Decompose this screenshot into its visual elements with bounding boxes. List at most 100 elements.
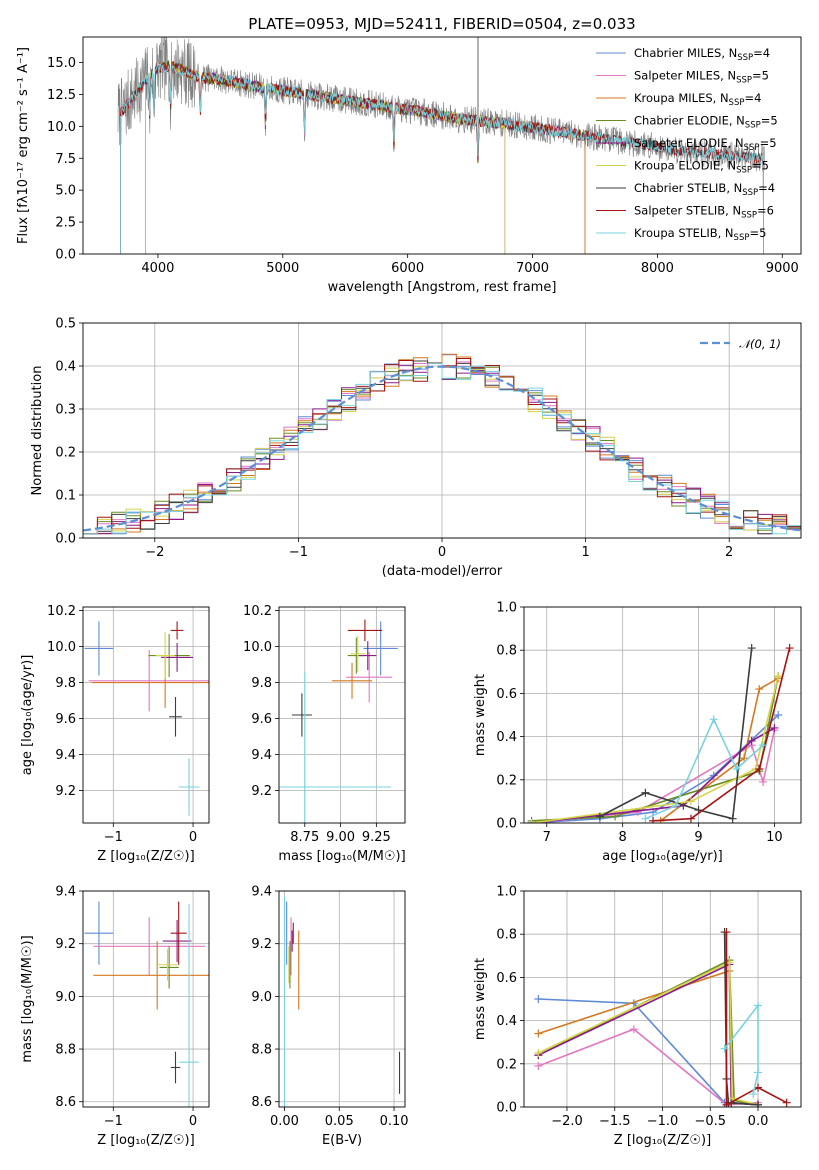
weight-point-marker (732, 765, 741, 773)
mass_vs_Z-panel: −1 0 8.6 8.8 9.0 9.2 9.4 Z [log₁₀(Z/Z☉)] mass [l… (20, 885, 210, 1148)
weight-point-marker (754, 1100, 763, 1107)
legend-subscript: SSP (734, 233, 750, 243)
y-tick-label: 15.0 (47, 56, 76, 71)
x-axis-label: Z [log₁₀(Z/Z☉)] (97, 1133, 194, 1148)
legend-entry: Chabrier ELODIE, NSSP=5 (634, 114, 778, 131)
weight-point-marker (754, 1001, 763, 1010)
x-tick-label: −0.5 (694, 1114, 726, 1129)
x-tick-label: 4000 (141, 261, 174, 276)
errorbar-point (359, 641, 377, 670)
weight-series-line (652, 647, 791, 822)
observed-spectrum (117, 37, 765, 172)
normal-curve (83, 365, 801, 532)
errorbar-point (157, 948, 178, 981)
x-axis-label: Z [log₁₀(Z/Z☉)] (97, 849, 194, 864)
legend-label: Kroupa MILES, N (634, 91, 729, 105)
y-tick-label: 9.0 (55, 990, 76, 1005)
legend-value: =5 (749, 226, 766, 240)
x-tick-label: 0.05 (325, 1114, 354, 1129)
weight-point-marker (686, 797, 695, 806)
x-axis-label: wavelength [Angstrom, rest frame] (328, 280, 557, 295)
y-tick-label: 0.8 (496, 928, 517, 943)
age_vs_mass-marks (279, 619, 398, 823)
x-tick-label: 8 (619, 830, 627, 845)
legend-subscript: SSP (736, 166, 752, 176)
weight_vs_age-panel: 7 8 9 10 0.0 0.2 0.4 0.6 0.8 1.0 age [log₁₀(age/yr… (473, 601, 802, 864)
y-tick-label: 10.0 (243, 640, 272, 655)
legend-subscript: SSP (745, 121, 761, 131)
y-tick-label: 0.0 (55, 248, 76, 263)
age_vs_mass-panel: 8.75 9.00 9.25 9.2 9.4 9.6 9.8 10.0 10.2 mass [lo… (243, 604, 406, 864)
y-tick-label: 9.0 (251, 990, 272, 1005)
legend-value: =5 (761, 114, 778, 128)
legend-value: =6 (757, 204, 774, 218)
y-tick-label: 0.1 (55, 489, 76, 504)
weight-point-marker (755, 765, 764, 773)
legend-label: Salpeter STELIB, N (634, 204, 741, 218)
y-tick-label: 8.6 (55, 1095, 76, 1110)
errorbar-point (84, 621, 114, 676)
errorbar-point (93, 941, 209, 1010)
y-tick-label: 0.0 (496, 1101, 517, 1116)
errorbar-point (346, 652, 393, 703)
weight-point-marker (686, 814, 695, 823)
errorbar-point (347, 619, 383, 642)
y-tick-label: 12.5 (47, 88, 76, 103)
y-tick-label: 0.2 (55, 446, 76, 461)
y-tick-label: 7.5 (55, 152, 76, 167)
weight-series-line (645, 717, 764, 820)
legend-value: =5 (760, 136, 777, 150)
y-tick-label: 0.8 (496, 644, 517, 659)
weight-point-marker (534, 995, 543, 1003)
y-tick-label: 8.8 (251, 1043, 272, 1058)
weight_vs_age-marks (527, 644, 794, 823)
x-tick-label: 9.25 (362, 830, 391, 845)
residuals-marks (83, 353, 801, 535)
weight-point-marker (770, 723, 779, 732)
legend-label: Chabrier ELODIE, N (634, 114, 745, 128)
errorbar-point (88, 650, 209, 712)
x-axis-label: E(B-V) (322, 1133, 362, 1148)
x-tick-label: −2 (145, 545, 164, 560)
legend-label: Chabrier STELIB, N (634, 181, 742, 195)
x-tick-label: 0 (438, 545, 446, 560)
y-tick-label: 1.0 (496, 885, 517, 900)
y-tick-label: 0.2 (496, 773, 517, 788)
x-tick-label: 0.10 (380, 1114, 409, 1129)
x-tick-label: 0.0 (748, 1114, 769, 1129)
weight-series-line (531, 727, 775, 823)
y-tick-label: 0.4 (496, 730, 517, 745)
legend-subscript: SSP (741, 211, 757, 221)
y-tick-label: 9.8 (55, 676, 76, 691)
weight-point-marker (629, 1025, 638, 1034)
x-tick-label: −1.5 (599, 1114, 631, 1129)
errorbar-point (291, 693, 312, 737)
y-tick-label: 10.0 (47, 640, 76, 655)
weight-point-marker (595, 812, 604, 821)
x-tick-label: 6000 (391, 261, 424, 276)
y-axis-label: mass weight (473, 674, 488, 756)
y-tick-label: 0.5 (55, 317, 76, 332)
y-tick-label: 9.4 (55, 885, 76, 900)
legend-entry: Salpeter ELODIE, NSSP=5 (634, 136, 777, 153)
weight-series-line (725, 932, 788, 1107)
y-tick-label: 5.0 (55, 184, 76, 199)
age_vs_Z-panel: −1 0 9.2 9.4 9.6 9.8 10.0 10.2 Z [log₁₀(Z/Z☉)] ag… (20, 604, 210, 864)
residual-legend: 𝒩(0, 1) (700, 337, 781, 351)
weight-point-marker (534, 1061, 543, 1070)
weight-point-marker (641, 788, 650, 797)
x-tick-label: 0 (189, 1114, 197, 1129)
model-spectrum (120, 61, 764, 254)
weight-point-marker (649, 816, 658, 823)
residuals-panel: −2 −1 0 1 2 0.0 0.1 0.2 0.3 0.4 0.5 (data-model)/er… (30, 317, 802, 579)
weight-point-marker (728, 814, 737, 823)
age_vs_Z-marks (84, 621, 209, 816)
mass_vs_ebv-marks (283, 896, 401, 1107)
x-axis-label: Z [log₁₀(Z/Z☉)] (614, 1133, 711, 1148)
weight_vs_Z-panel: −2.0 −1.5 −1.0 −0.5 0.0 0.0 0.2 0.4 0.6 0.8 1.0 Z [… (473, 885, 802, 1148)
legend-subscript: SSP (736, 76, 752, 86)
y-axis-label: Flux [fλ10⁻¹⁷ erg cm⁻² s⁻¹ A⁻¹] (16, 47, 31, 244)
axes-frame (82, 606, 210, 824)
legend-label: Salpeter MILES, N (634, 69, 736, 83)
